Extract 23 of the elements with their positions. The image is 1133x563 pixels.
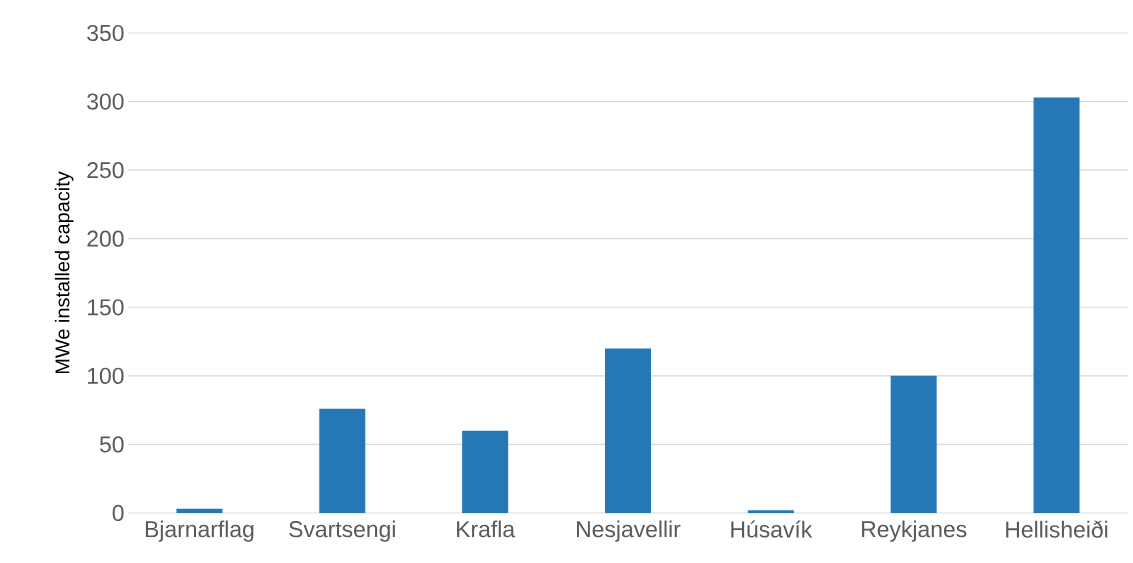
bar xyxy=(1033,97,1080,513)
y-tick-label: 100 xyxy=(88,367,124,384)
y-tick-label: 200 xyxy=(87,230,124,247)
bar xyxy=(890,375,937,513)
x-tick-label: Bjarnarflag xyxy=(145,520,254,542)
y-tick-label: 50 xyxy=(99,436,124,453)
y-axis-title: MWe installed capacity xyxy=(54,171,74,374)
y-tick-label: 150 xyxy=(88,299,124,316)
bar xyxy=(747,510,794,513)
x-tick-label: Hellisheiði xyxy=(1006,520,1108,538)
x-tick-label: Krafla xyxy=(457,520,516,538)
y-tick-label: 250 xyxy=(87,162,124,179)
x-tick-label: Reykjanes xyxy=(862,520,967,542)
bar xyxy=(176,508,223,513)
y-tick-label: 350 xyxy=(87,24,124,42)
y-tick-label: 300 xyxy=(87,93,124,110)
bar xyxy=(319,408,366,513)
x-tick-label: Nesjavellir xyxy=(577,520,681,542)
y-tick-label: 0 xyxy=(112,504,124,522)
x-tick-label: Svartsengi xyxy=(289,520,395,542)
bar xyxy=(604,348,651,513)
x-tick-label: Húsavík xyxy=(731,520,813,538)
bar xyxy=(462,430,509,513)
